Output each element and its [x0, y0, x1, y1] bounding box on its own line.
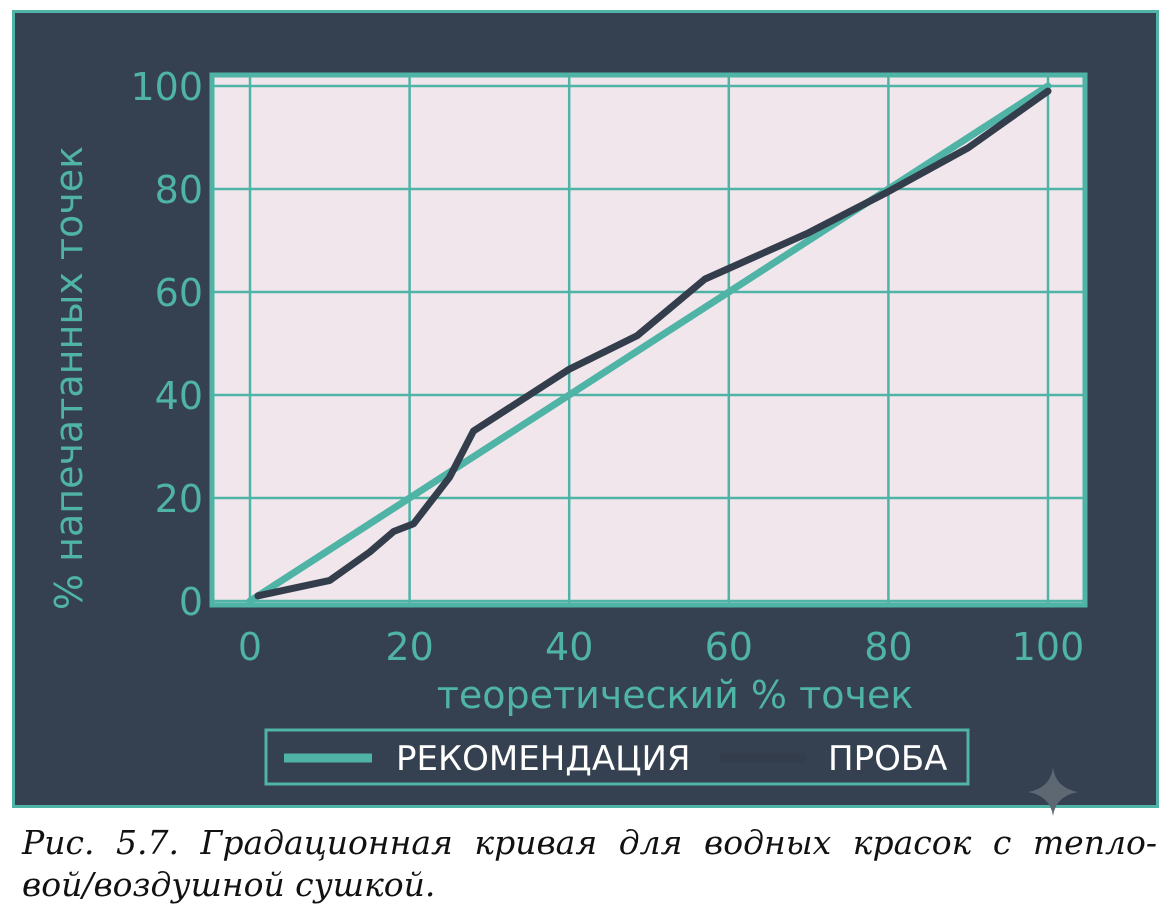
- legend-label-recommendation: РЕКОМЕНДАЦИЯ: [396, 739, 691, 779]
- y-axis-title: % напечатанных точек: [47, 146, 91, 610]
- tick-labels: 0 20 40 60 80 100 0 20 40 60 80 100: [130, 65, 1084, 669]
- y-tick-label: 0: [179, 580, 203, 624]
- legend-box: [264, 728, 970, 786]
- y-tick-label: 20: [155, 477, 203, 521]
- figure-caption: Рис. 5.7. Градационная кривая для водных…: [22, 822, 1157, 906]
- caption-line-2: вой/воздушной сушкой.: [22, 865, 436, 904]
- series-lines: [246, 82, 1052, 605]
- x-tick-label: 100: [1012, 625, 1085, 669]
- x-tick-label: 60: [705, 625, 753, 669]
- x-axis-title: теоретический % точек: [437, 673, 914, 717]
- grid-lines: [212, 75, 1085, 605]
- series-line-test: [254, 87, 1052, 600]
- x-tick-label: 20: [385, 625, 433, 669]
- x-tick-label: 0: [238, 625, 262, 669]
- x-tick-label: 40: [545, 625, 593, 669]
- sparkle-icon: [1028, 768, 1078, 816]
- y-tick-label: 40: [155, 374, 203, 418]
- caption-line-1: Рис. 5.7. Градационная кривая для водных…: [22, 823, 1157, 862]
- y-tick-label: 60: [155, 271, 203, 315]
- y-tick-label: 80: [155, 168, 203, 212]
- y-tick-label: 100: [130, 65, 203, 109]
- x-tick-label: 80: [864, 625, 912, 669]
- series-line-recommendation: [246, 82, 1052, 605]
- legend-label-test: ПРОБА: [828, 739, 947, 779]
- legend: РЕКОМЕНДАЦИЯ ПРОБА: [264, 728, 970, 786]
